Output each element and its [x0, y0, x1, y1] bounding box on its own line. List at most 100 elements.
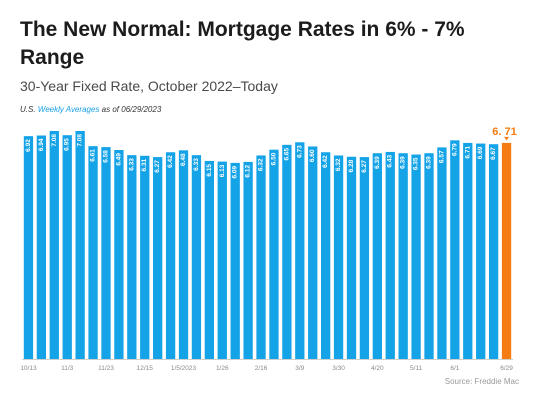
- bar-11/3: [62, 135, 72, 359]
- bar-4/13: [359, 157, 370, 359]
- x-tick-labels: 10/13 11/3 11/23 12/15 1/5/2023 1/26 2/16 3/9 3/…: [20, 365, 513, 372]
- bar-10/27: [49, 131, 59, 359]
- bar-4/27: [385, 151, 395, 359]
- bar-value-label: 6.60: [309, 149, 316, 162]
- bar-12/15: [140, 155, 150, 359]
- bar-value-label: 6.33: [128, 158, 135, 171]
- bar-11/10: [75, 131, 85, 359]
- bar-3/30: [333, 155, 344, 359]
- bar-value-label: 6.33: [193, 158, 200, 171]
- highlight-marker-icon: [504, 136, 510, 141]
- bar-value-label: 6.65: [283, 147, 290, 160]
- bar-12/29: [165, 152, 176, 359]
- bar-4/20: [372, 153, 382, 359]
- note-prefix: U.S.: [20, 105, 38, 114]
- bar-5/11: [411, 154, 421, 359]
- data-note: U.S. Weekly Averages as of 06/29/2023: [20, 105, 161, 114]
- bar-3/9: [295, 142, 305, 359]
- bar-5/18: [424, 153, 434, 359]
- bar-value-label: 6.09: [232, 166, 239, 179]
- bar-11/17: [88, 146, 98, 359]
- bar-value-label: 6.94: [38, 138, 45, 151]
- x-tick-label: 6/1: [450, 365, 459, 372]
- x-tick-label: 1/5/2023: [171, 365, 197, 372]
- bar-3/2: [282, 144, 292, 359]
- bar-value-label: 6.79: [451, 143, 458, 156]
- x-tick-label: 10/13: [20, 365, 37, 372]
- bar-value-label: 6.95: [64, 138, 71, 151]
- bar-value-label: 6.92: [25, 139, 32, 152]
- bar-value-label: 6.39: [400, 156, 407, 169]
- bar-10/20: [36, 135, 47, 359]
- x-tick-label: 12/15: [137, 365, 154, 372]
- x-tick-label: 11/23: [98, 365, 114, 372]
- bar-2/23: [269, 149, 279, 359]
- bar-6/1: [450, 140, 460, 359]
- bar-1/5/2023: [178, 150, 189, 359]
- highlight-value-label: 6. 71: [492, 126, 516, 138]
- bar-value-label: 6.39: [426, 156, 433, 169]
- x-tick-label: 11/3: [61, 365, 74, 372]
- bar-2/16: [256, 155, 266, 359]
- bar-1/19: [204, 160, 214, 359]
- bar-6/8: [463, 142, 473, 359]
- note-suffix: as of 06/29/2023: [99, 105, 162, 114]
- bar-value-label: 6.13: [219, 164, 226, 177]
- bar-value-label: 6.48: [180, 153, 187, 166]
- bar-12/1: [114, 150, 124, 359]
- x-tick-label: 2/16: [255, 365, 268, 372]
- bar-value-label: 6.57: [438, 150, 445, 163]
- bar-value-label: 6.28: [348, 159, 355, 172]
- bar-value-label: 6.58: [102, 150, 109, 163]
- bar-1/12: [191, 155, 202, 359]
- bar-value-label: 6.42: [322, 155, 329, 168]
- x-tick-label: 3/9: [295, 365, 304, 372]
- bar-group: 6.92 6.94 7.08 6.95 7.08 6.61 6.58 6.49 6.33 6.31…: [23, 126, 517, 359]
- bar-value-label: 7.08: [51, 134, 58, 147]
- bar-10/13: [23, 136, 34, 359]
- bar-value-label: 6.12: [245, 165, 252, 178]
- bar-value-label: 6.61: [90, 149, 97, 162]
- note-highlight: Weekly Averages: [37, 105, 100, 114]
- bar-value-label: 6.31: [141, 158, 148, 171]
- bar-value-label: 6.71: [464, 146, 471, 159]
- bar-value-label: 6.32: [335, 158, 342, 171]
- x-tick-label: 1/26: [216, 365, 229, 372]
- bar-6/15: [476, 143, 486, 359]
- source-note: Source: Freddie Mac: [444, 377, 519, 386]
- bar-2/9: [243, 161, 253, 359]
- bar-6/22: [488, 144, 499, 359]
- bar-value-label: 6.73: [296, 145, 303, 158]
- bar-value-label: 6.39: [374, 156, 381, 169]
- bar-value-label: 6.43: [387, 155, 394, 168]
- bar-value-label: 6.42: [167, 155, 174, 168]
- bar-value-label: 6.27: [154, 160, 161, 173]
- bar-value-label: 6.67: [490, 147, 497, 160]
- bar-4/6: [346, 156, 357, 359]
- bar-12/8: [127, 155, 137, 359]
- bar-5/25: [437, 147, 447, 359]
- bar-1/26: [217, 161, 227, 359]
- chart-subtitle: 30-Year Fixed Rate, October 2022–Today: [20, 78, 278, 94]
- x-tick-label: 4/20: [371, 365, 384, 372]
- bar-value-label: 6.32: [258, 158, 265, 171]
- bar-value-label: 7.08: [77, 134, 84, 147]
- bar-3/23: [320, 152, 331, 359]
- chart-title: The New Normal: Mortgage Rates in 6% - 7…: [20, 18, 465, 69]
- x-tick-label: 6/29: [500, 365, 513, 372]
- x-tick-label: 5/11: [410, 365, 423, 372]
- x-tick-label: 3/30: [332, 365, 345, 372]
- bar-6/29: [501, 142, 512, 359]
- bar-value-label: 6.27: [361, 160, 368, 173]
- bar-value-label: 6.35: [413, 157, 420, 170]
- bar-12/22: [153, 157, 163, 359]
- bar-5/4: [398, 153, 408, 359]
- bar-2/2: [230, 162, 240, 359]
- bar-value-label: 6.15: [206, 164, 213, 177]
- bar-11/23: [101, 147, 111, 359]
- bar-value-label: 6.69: [477, 146, 484, 159]
- bar-3/16: [308, 146, 318, 359]
- bar-value-label: 6.49: [115, 153, 122, 166]
- bar-value-label: 6.50: [270, 152, 277, 165]
